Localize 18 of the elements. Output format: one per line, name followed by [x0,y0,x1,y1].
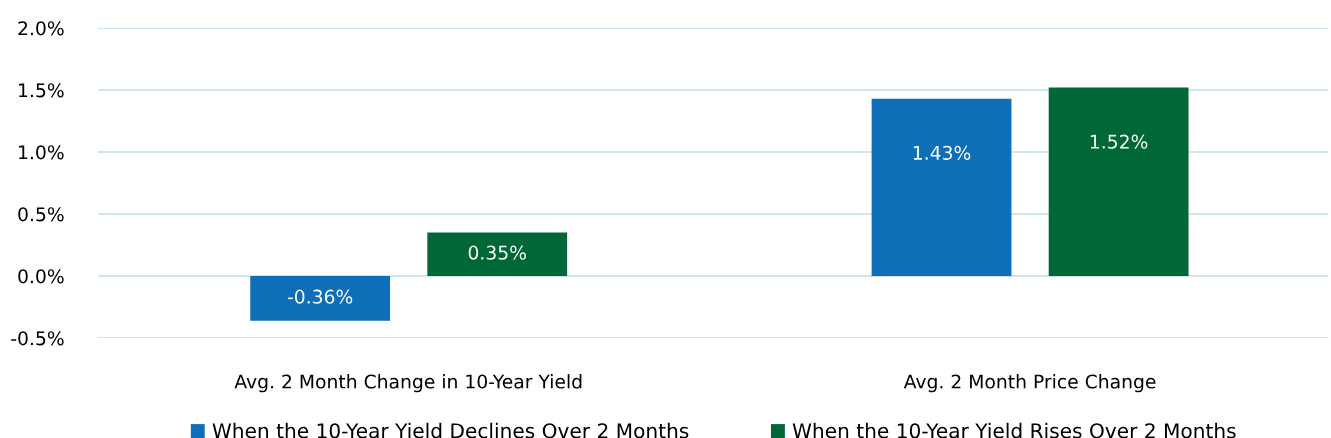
bar [250,276,391,321]
y-tick-label: 0.5% [18,207,64,222]
bar [427,232,568,276]
x-tick-label: Avg. 2 Month Price Change [903,374,1156,393]
data-label: 1.52% [1090,134,1148,149]
y-tick-label: 0.0% [18,269,64,284]
y-tick-label: 1.0% [19,145,64,160]
bar [871,98,1012,276]
legend-label: When the 10-Year Yield Rises Over 2 Months [792,422,1236,438]
y-tick-label: -0.5% [11,331,64,346]
y-tick-label: 2.0% [18,21,64,36]
data-label: 1.43% [913,145,971,160]
data-label: -0.36% [287,289,353,304]
data-label: 0.35% [468,245,526,260]
y-tick-label: 1.5% [19,83,64,98]
bar [1048,87,1189,276]
legend-label: When the 10-Year Yield Declines Over 2 Months [212,422,689,438]
x-tick-label: Avg. 2 Month Change in 10-Year Yield [234,374,582,393]
